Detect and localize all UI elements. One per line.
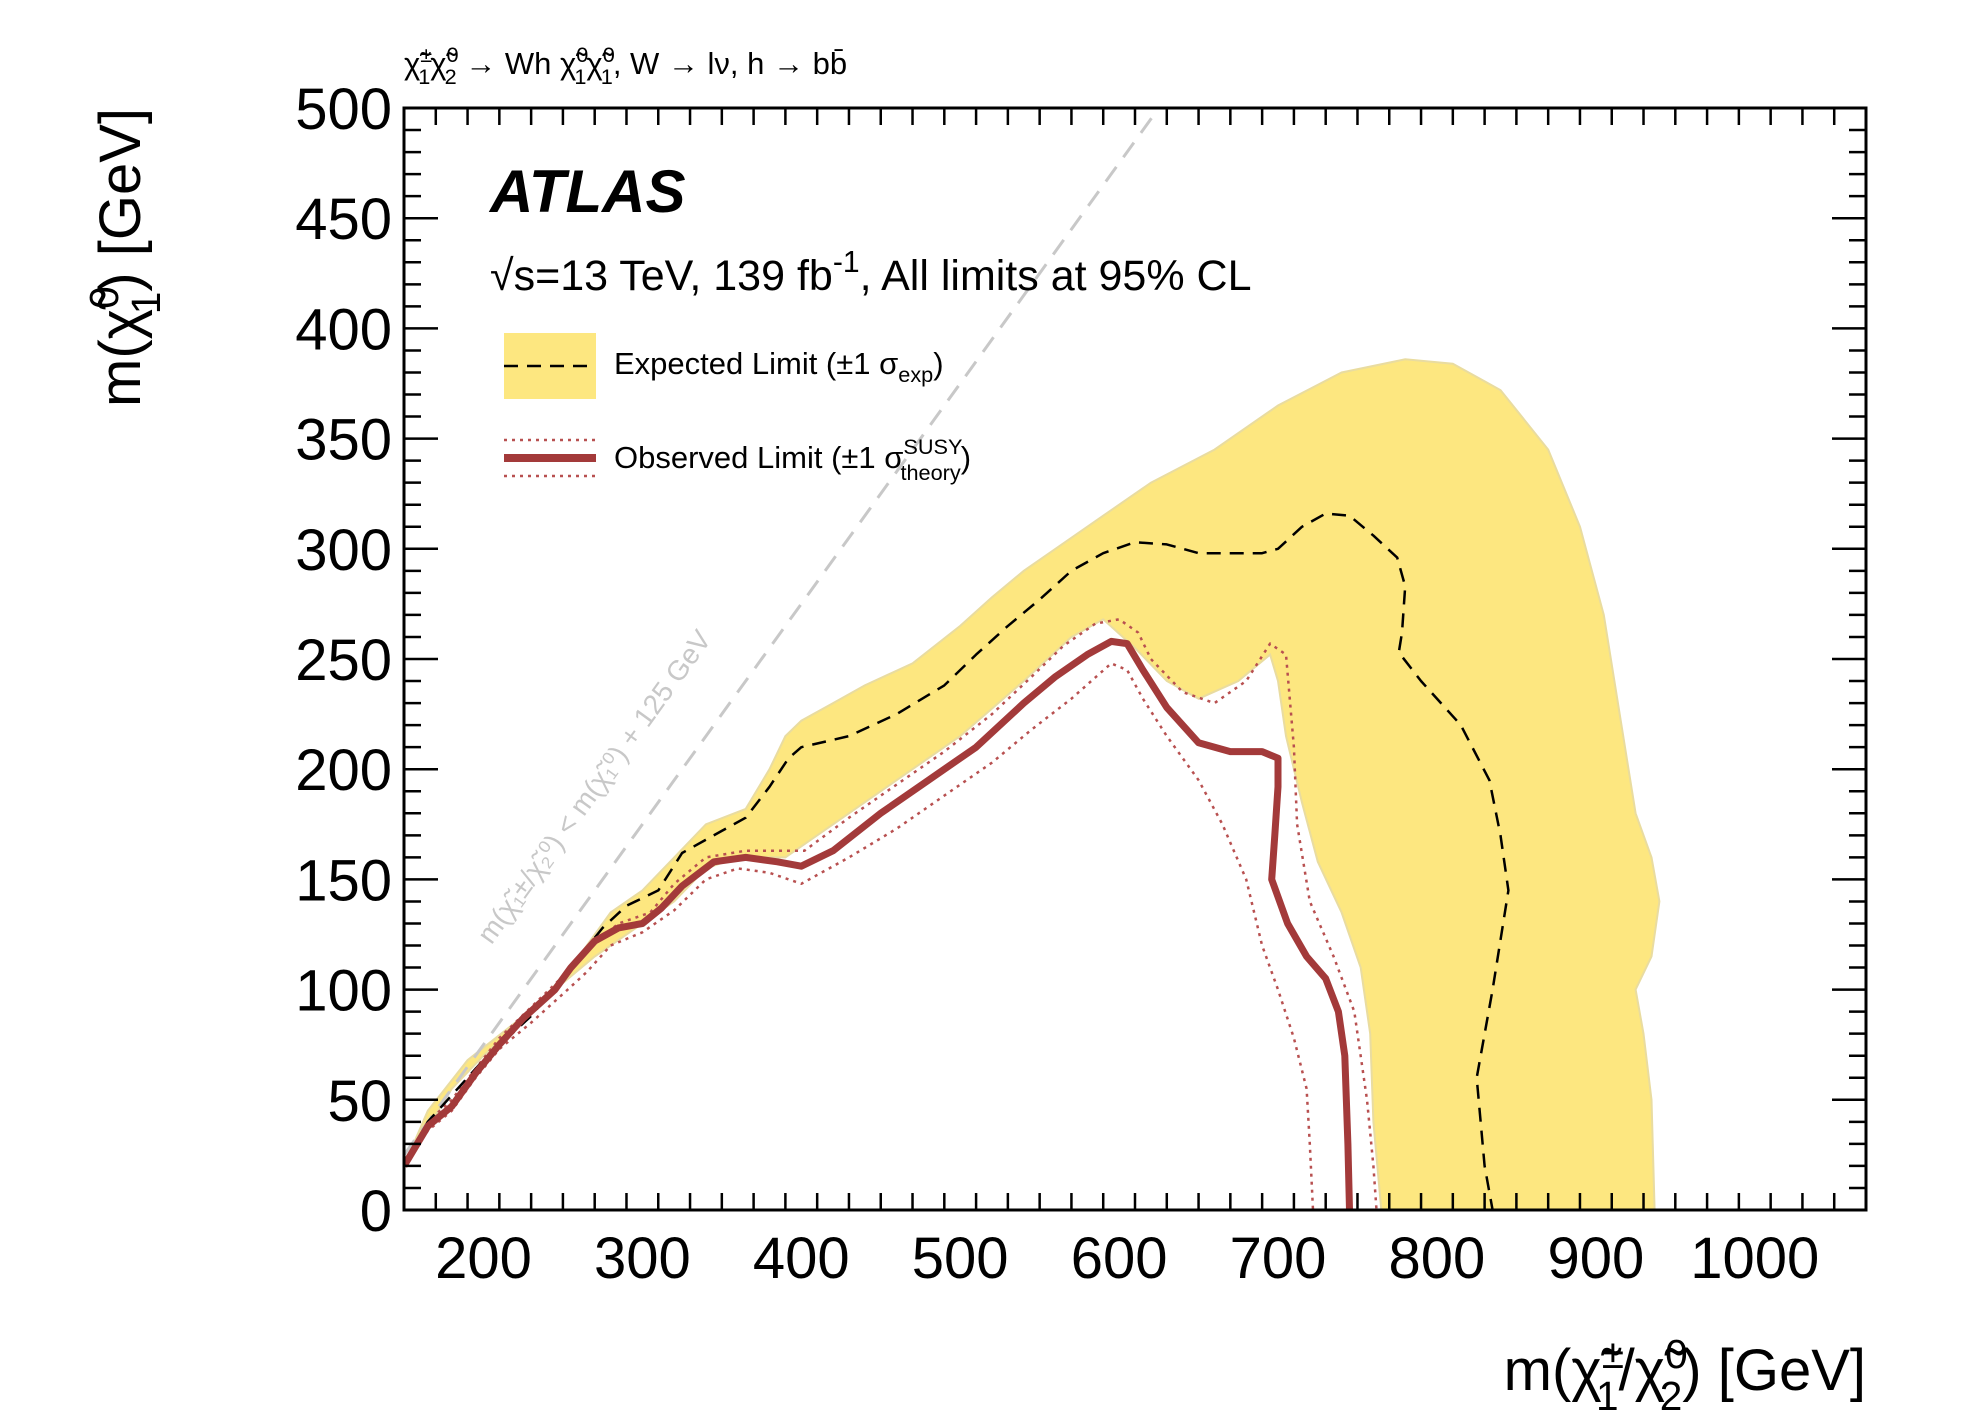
- y-tick-label: 350: [295, 408, 392, 473]
- y-tick-label: 100: [295, 959, 392, 1024]
- y-tick-label: 200: [295, 738, 392, 803]
- y-axis-title: m(χ̃01) [GeV]: [81, 108, 169, 407]
- expected-limit-line: [404, 512, 1510, 1210]
- y-tick-label: 500: [295, 77, 392, 142]
- x-tick-label: 1000: [1690, 1226, 1819, 1291]
- atlas-label: ATLAS: [488, 158, 686, 225]
- y-tick-labels: 0 50 100 150 200 250 300 350 400 450 500: [295, 77, 392, 1244]
- legend: Expected Limit (±1 σexp) Observed Limit …: [504, 333, 971, 485]
- diagonal-label: m(χ̃₁±/χ̃₂⁰) < m(χ̃₁⁰) + 125 GeV: [471, 624, 717, 949]
- y-tick-label: 150: [295, 848, 392, 913]
- x-tick-label: 200: [435, 1226, 532, 1291]
- y-tick-label: 50: [327, 1069, 392, 1134]
- x-tick-label: 300: [594, 1226, 691, 1291]
- x-tick-label: 800: [1389, 1226, 1486, 1291]
- process-label: χ̃± 1χ̃0 2 → Wh χ̃0 1χ̃0 1, W → lν, h → bb̄: [404, 42, 847, 89]
- x-tick-label: 900: [1547, 1226, 1644, 1291]
- observed-limit-line: [404, 637, 1353, 1210]
- x-tick-label: 600: [1071, 1226, 1168, 1291]
- energy-label: √s=13 TeV, 139 fb-1, All limits at 95% C…: [490, 246, 1252, 300]
- x-tick-label: 500: [912, 1226, 1009, 1291]
- y-tick-label: 0: [360, 1179, 392, 1244]
- y-tick-label: 300: [295, 518, 392, 583]
- x-tick-label: 400: [753, 1226, 850, 1291]
- observed-limit-theory-down-line: [404, 662, 1315, 1210]
- kinematic-diagonal-line: [404, 108, 1161, 1156]
- legend-observed-label: Observed Limit (±1 σSUSY theory): [614, 434, 971, 485]
- expected-limit-band: [404, 358, 1661, 1210]
- legend-expected-label: Expected Limit (±1 σexp): [614, 346, 944, 387]
- y-tick-label: 400: [295, 297, 392, 362]
- axis-ticks: [402, 106, 1868, 1212]
- x-axis-title: m(χ̃± 1/χ̃0 2) [GeV]: [1504, 1331, 1866, 1419]
- x-tick-labels: 200 300 400 500 600 700 800 900 1000: [435, 1226, 1819, 1291]
- y-tick-label: 450: [295, 187, 392, 252]
- y-tick-label: 250: [295, 628, 392, 693]
- x-tick-label: 700: [1230, 1226, 1327, 1291]
